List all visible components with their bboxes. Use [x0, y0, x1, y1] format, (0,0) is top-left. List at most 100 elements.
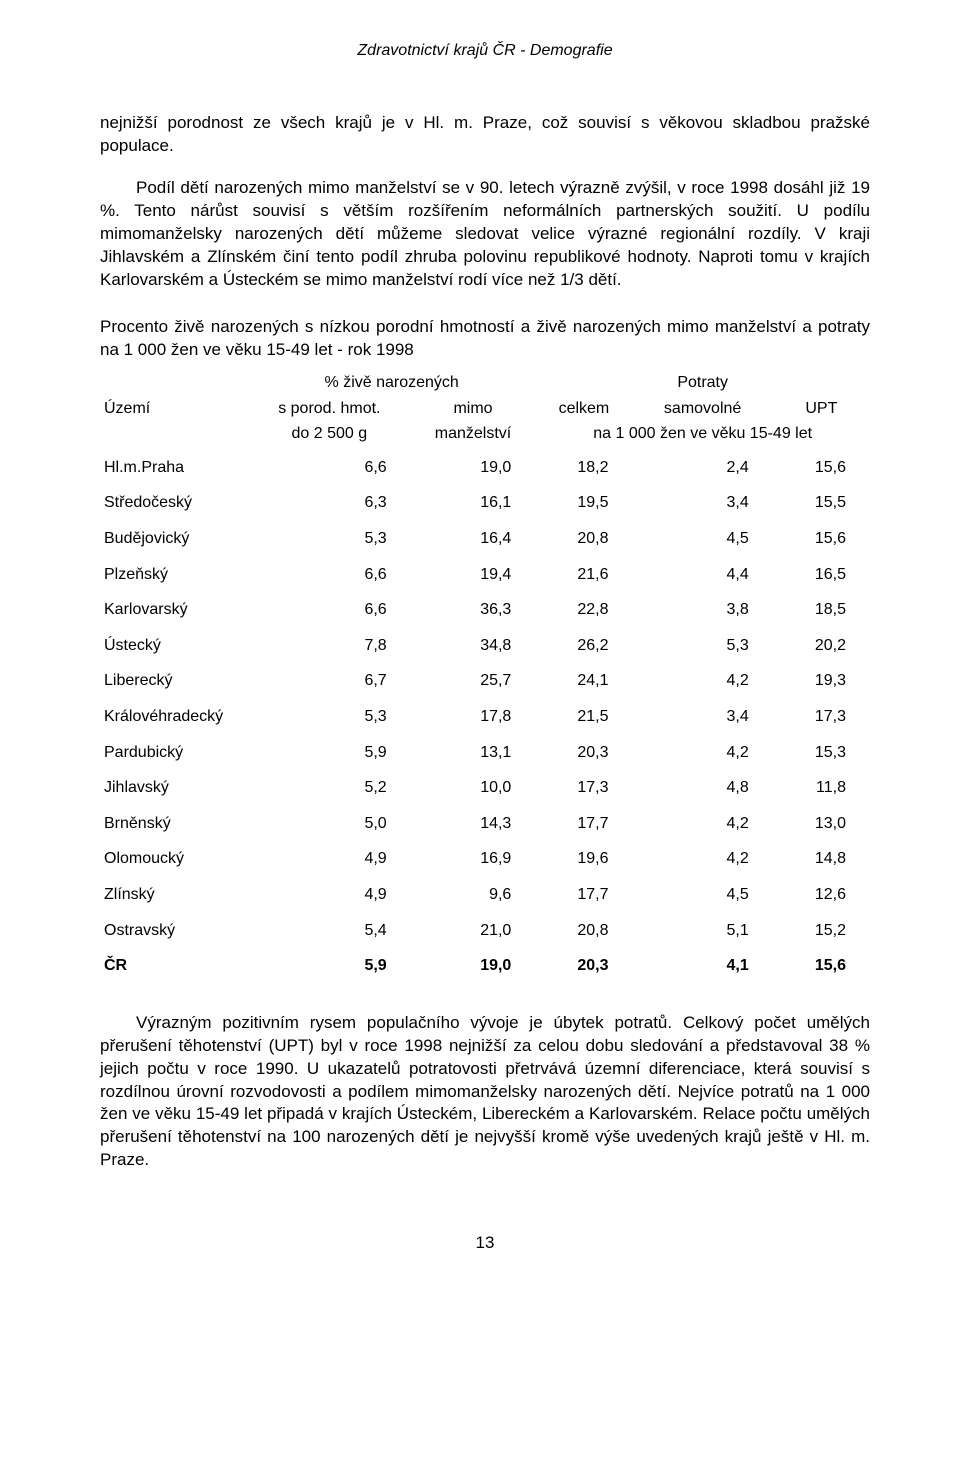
cell-value: 12,6	[773, 877, 870, 913]
cell-value: 24,1	[535, 663, 632, 699]
cell-value: 34,8	[411, 628, 536, 664]
col-porod-hmot-a: s porod. hmot.	[248, 396, 411, 422]
row-label: Plzeňský	[100, 557, 248, 593]
row-label: Budějovický	[100, 521, 248, 557]
table-row: ČR5,919,020,34,115,6	[100, 948, 870, 984]
cell-value: 5,2	[248, 770, 411, 806]
cell-value: 15,3	[773, 735, 870, 771]
col-porod-hmot-b: do 2 500 g	[248, 421, 411, 447]
cell-value: 20,3	[535, 948, 632, 984]
row-label: Pardubický	[100, 735, 248, 771]
cell-value: 9,6	[411, 877, 536, 913]
col-mimo-a: mimo	[411, 396, 536, 422]
cell-value: 4,5	[632, 521, 772, 557]
col-uzemi: Území	[100, 396, 248, 447]
cell-value: 5,9	[248, 735, 411, 771]
cell-value: 14,8	[773, 841, 870, 877]
col-samovolne: samovolné	[632, 396, 772, 422]
cell-value: 36,3	[411, 592, 536, 628]
table-caption: Procento živě narozených s nízkou porodn…	[100, 316, 870, 362]
cell-value: 5,9	[248, 948, 411, 984]
cell-value: 5,3	[248, 521, 411, 557]
cell-value: 15,5	[773, 485, 870, 521]
row-label: Královéhradecký	[100, 699, 248, 735]
document-page: Zdravotnictví krajů ČR - Demografie nejn…	[0, 0, 960, 1295]
cell-value: 18,2	[535, 447, 632, 486]
cell-value: 5,3	[248, 699, 411, 735]
cell-value: 4,9	[248, 841, 411, 877]
col-celkem: celkem	[535, 396, 632, 422]
cell-value: 20,2	[773, 628, 870, 664]
table-row: Olomoucký4,916,919,64,214,8	[100, 841, 870, 877]
row-label: Hl.m.Praha	[100, 447, 248, 486]
cell-value: 4,2	[632, 841, 772, 877]
cell-value: 17,7	[535, 806, 632, 842]
cell-value: 5,0	[248, 806, 411, 842]
cell-value: 19,0	[411, 948, 536, 984]
cell-value: 15,6	[773, 447, 870, 486]
cell-value: 7,8	[248, 628, 411, 664]
cell-value: 16,5	[773, 557, 870, 593]
cell-value: 13,0	[773, 806, 870, 842]
row-label: Brněnský	[100, 806, 248, 842]
paragraph-1: nejnižší porodnost ze všech krajů je v H…	[100, 112, 870, 158]
cell-value: 6,6	[248, 447, 411, 486]
table-row: Plzeňský6,619,421,64,416,5	[100, 557, 870, 593]
cell-value: 6,6	[248, 592, 411, 628]
table-row: Pardubický5,913,120,34,215,3	[100, 735, 870, 771]
row-label: Zlínský	[100, 877, 248, 913]
cell-value: 4,5	[632, 877, 772, 913]
cell-value: 20,8	[535, 521, 632, 557]
row-label: ČR	[100, 948, 248, 984]
cell-value: 3,4	[632, 485, 772, 521]
cell-value: 6,7	[248, 663, 411, 699]
cell-value: 13,1	[411, 735, 536, 771]
cell-value: 17,3	[535, 770, 632, 806]
cell-value: 16,1	[411, 485, 536, 521]
row-label: Karlovarský	[100, 592, 248, 628]
cell-value: 16,9	[411, 841, 536, 877]
row-label: Jihlavský	[100, 770, 248, 806]
col-mimo-b: manželství	[411, 421, 536, 447]
cell-value: 4,2	[632, 735, 772, 771]
table-row: Hl.m.Praha6,619,018,22,415,6	[100, 447, 870, 486]
cell-value: 3,8	[632, 592, 772, 628]
table-row: Budějovický5,316,420,84,515,6	[100, 521, 870, 557]
cell-value: 19,0	[411, 447, 536, 486]
cell-value: 4,2	[632, 806, 772, 842]
page-header: Zdravotnictví krajů ČR - Demografie	[100, 40, 870, 62]
cell-value: 19,4	[411, 557, 536, 593]
cell-value: 4,1	[632, 948, 772, 984]
cell-value: 11,8	[773, 770, 870, 806]
row-label: Olomoucký	[100, 841, 248, 877]
page-number: 13	[100, 1232, 870, 1255]
cell-value: 15,2	[773, 913, 870, 949]
cell-value: 20,8	[535, 913, 632, 949]
cell-value: 4,8	[632, 770, 772, 806]
table-row: Jihlavský5,210,017,34,811,8	[100, 770, 870, 806]
table-row: Ústecký7,834,826,25,320,2	[100, 628, 870, 664]
cell-value: 19,6	[535, 841, 632, 877]
cell-value: 19,5	[535, 485, 632, 521]
cell-value: 25,7	[411, 663, 536, 699]
cell-value: 4,4	[632, 557, 772, 593]
row-label: Liberecký	[100, 663, 248, 699]
cell-value: 5,1	[632, 913, 772, 949]
col-sub-per1000: na 1 000 žen ve věku 15-49 let	[535, 421, 870, 447]
paragraph-3: Výrazným pozitivním rysem populačního vý…	[100, 1012, 870, 1173]
table-row: Královéhradecký5,317,821,53,417,3	[100, 699, 870, 735]
cell-value: 16,4	[411, 521, 536, 557]
col-group-zive: % živě narozených	[248, 370, 535, 396]
cell-value: 10,0	[411, 770, 536, 806]
cell-value: 26,2	[535, 628, 632, 664]
table-row: Liberecký6,725,724,14,219,3	[100, 663, 870, 699]
table-row: Ostravský5,421,020,85,115,2	[100, 913, 870, 949]
table-row: Středočeský6,316,119,53,415,5	[100, 485, 870, 521]
cell-value: 2,4	[632, 447, 772, 486]
col-group-potraty: Potraty	[535, 370, 870, 396]
cell-value: 21,0	[411, 913, 536, 949]
row-label: Ústecký	[100, 628, 248, 664]
table-row: Karlovarský6,636,322,83,818,5	[100, 592, 870, 628]
cell-value: 17,3	[773, 699, 870, 735]
paragraph-2: Podíl dětí narozených mimo manželství se…	[100, 177, 870, 292]
